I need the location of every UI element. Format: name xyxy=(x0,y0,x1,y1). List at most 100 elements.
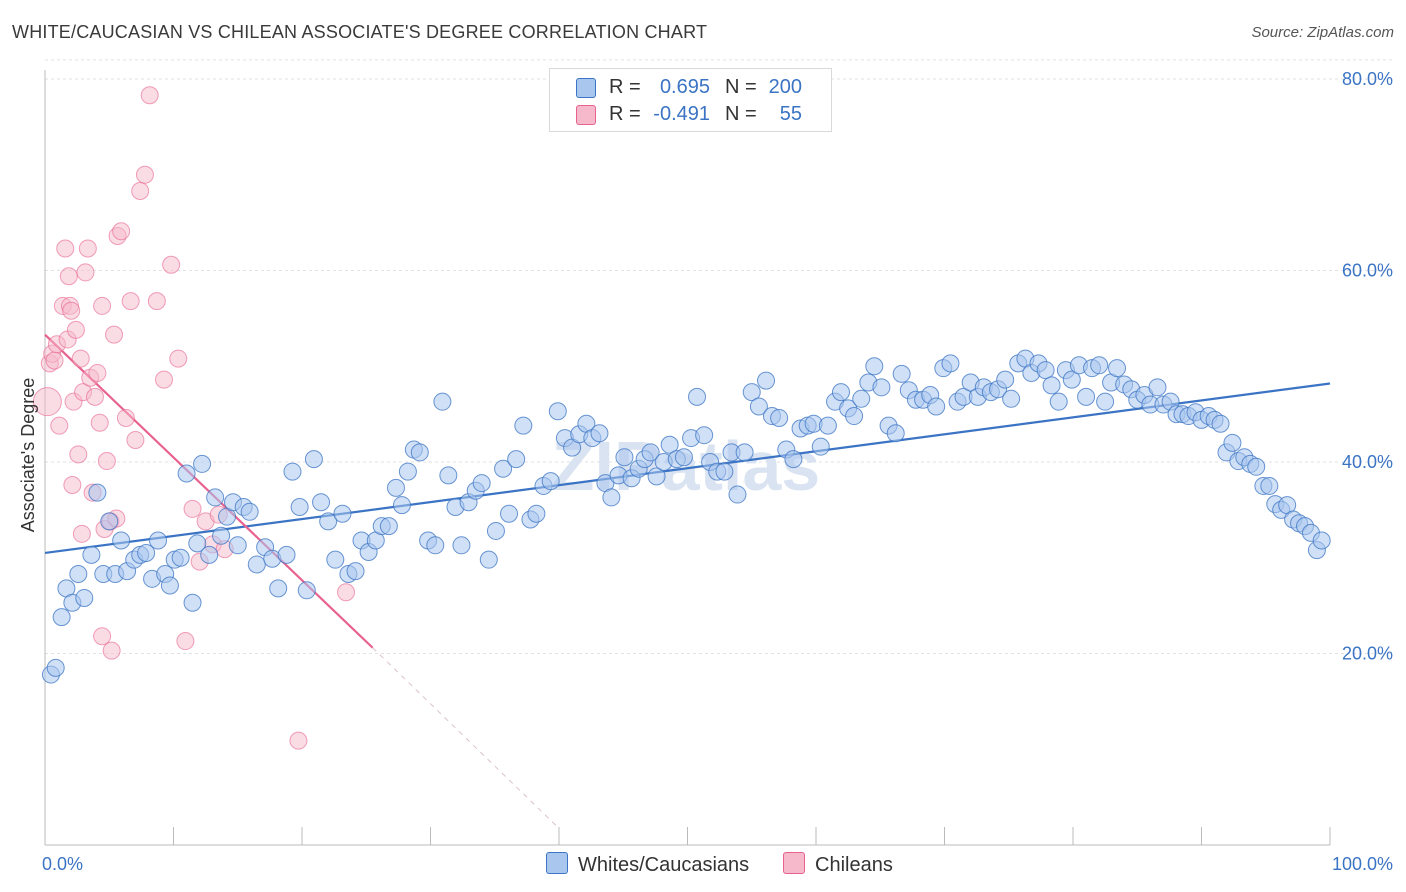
data-point-whites xyxy=(1002,389,1021,408)
data-point-whites xyxy=(149,531,168,550)
data-point-whites xyxy=(872,378,891,397)
data-point-chileans xyxy=(131,182,150,201)
data-point-chileans xyxy=(289,731,308,750)
data-point-whites xyxy=(831,383,850,402)
data-point-chileans xyxy=(112,222,131,241)
data-point-whites xyxy=(1096,392,1115,411)
data-point-whites xyxy=(46,658,65,677)
data-point-whites xyxy=(75,588,94,607)
data-point-whites xyxy=(941,354,960,373)
data-point-whites xyxy=(892,364,911,383)
data-point-chileans xyxy=(69,445,88,464)
source-label: Source: ZipAtlas.com xyxy=(1251,24,1394,41)
data-point-chileans xyxy=(32,387,62,417)
data-point-chileans xyxy=(59,267,78,286)
data-point-whites xyxy=(177,464,196,483)
data-point-chileans xyxy=(126,430,145,449)
data-point-whites xyxy=(69,565,88,584)
data-point-whites xyxy=(757,371,776,390)
bottom-legend-label-whites: Whites/Caucasians xyxy=(578,854,750,876)
data-point-whites xyxy=(379,517,398,536)
data-point-whites xyxy=(52,608,71,627)
data-point-whites xyxy=(811,437,830,456)
data-point-whites xyxy=(1036,361,1055,380)
data-point-whites xyxy=(818,416,837,435)
data-point-whites xyxy=(297,581,316,600)
data-point-whites xyxy=(660,435,679,454)
data-point-chileans xyxy=(71,349,90,368)
data-point-whites xyxy=(728,485,747,504)
data-point-whites xyxy=(1042,376,1061,395)
data-point-whites xyxy=(326,550,345,569)
data-point-whites xyxy=(82,545,101,564)
data-point-whites xyxy=(1062,370,1081,389)
data-point-chileans xyxy=(183,499,202,518)
data-point-chileans xyxy=(88,363,107,382)
data-point-whites xyxy=(206,488,225,507)
data-point-chileans xyxy=(90,413,109,432)
data-point-chileans xyxy=(76,263,95,282)
data-point-whites xyxy=(1211,414,1230,433)
data-point-whites xyxy=(1223,433,1242,452)
data-point-whites xyxy=(770,408,789,427)
data-point-whites xyxy=(193,454,212,473)
data-point-chileans xyxy=(337,583,356,602)
bottom-legend-swatch-whites xyxy=(546,852,568,874)
data-point-whites xyxy=(1049,392,1068,411)
chileans-trend-extension xyxy=(372,647,557,827)
data-point-chileans xyxy=(97,452,116,471)
legend-r-value: 0.695 xyxy=(659,76,710,98)
y-tick-label: 40.0% xyxy=(1342,452,1393,472)
data-point-whites xyxy=(472,474,491,493)
data-point-chileans xyxy=(169,349,188,368)
data-point-whites xyxy=(865,357,884,376)
data-point-whites xyxy=(304,450,323,469)
legend-r-value: -0.491 xyxy=(653,103,710,125)
legend-n-label: N = xyxy=(725,103,757,125)
data-point-whites xyxy=(346,562,365,581)
data-point-whites xyxy=(392,496,411,515)
data-point-whites xyxy=(212,526,231,545)
y-axis-label: Associate's Degree xyxy=(18,378,38,533)
data-point-chileans xyxy=(93,296,112,315)
data-point-chileans xyxy=(62,301,81,320)
data-point-whites xyxy=(527,504,546,523)
data-point-whites xyxy=(398,462,417,481)
data-point-whites xyxy=(88,483,107,502)
data-point-whites xyxy=(500,504,519,523)
bottom-legend-swatch-chileans xyxy=(783,852,805,874)
data-point-whites xyxy=(749,397,768,416)
data-point-chileans xyxy=(63,475,82,494)
bottom-legend-label-chileans: Chileans xyxy=(815,854,893,876)
data-point-chileans xyxy=(56,239,75,258)
x-tick-label: 100.0% xyxy=(1332,854,1393,874)
chilean-points xyxy=(32,86,356,750)
data-point-whites xyxy=(100,512,119,531)
data-point-chileans xyxy=(78,239,97,258)
data-point-whites xyxy=(439,466,458,485)
data-point-chileans xyxy=(105,325,124,344)
data-point-whites xyxy=(1077,387,1096,406)
data-point-whites xyxy=(602,488,621,507)
y-tick-label: 60.0% xyxy=(1342,261,1393,281)
data-point-chileans xyxy=(85,387,104,406)
data-point-chileans xyxy=(50,416,69,435)
data-point-chileans xyxy=(66,320,85,339)
legend-n-value: 200 xyxy=(768,76,802,98)
data-point-whites xyxy=(715,462,734,481)
legend-swatch-whites xyxy=(576,78,596,98)
data-point-chileans xyxy=(135,165,154,184)
data-point-whites xyxy=(160,576,179,595)
data-point-whites xyxy=(386,478,405,497)
data-point-whites xyxy=(695,426,714,445)
data-point-whites xyxy=(886,424,905,443)
data-point-whites xyxy=(200,545,219,564)
legend-r-label: R = xyxy=(609,76,641,98)
data-point-whites xyxy=(319,512,338,531)
data-point-chileans xyxy=(176,632,195,651)
data-point-whites xyxy=(784,450,803,469)
data-point-whites xyxy=(290,498,309,517)
data-point-whites xyxy=(171,548,190,567)
data-point-whites xyxy=(183,593,202,612)
